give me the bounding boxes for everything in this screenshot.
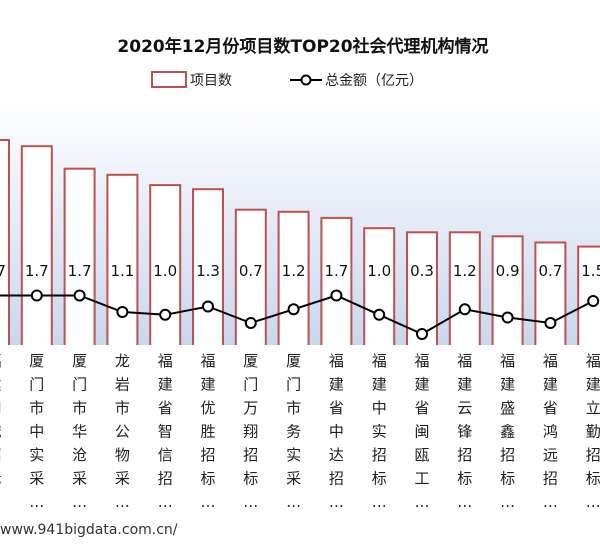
category-label: 福建省智信招… [158, 352, 173, 511]
data-label: 0.7 [538, 262, 562, 280]
bar [63, 167, 96, 345]
category-label: 龙岩市公物采… [115, 352, 130, 511]
data-label: 0.7 [239, 262, 263, 280]
line-point [501, 311, 514, 324]
line-point [587, 295, 600, 307]
data-label: 1.2 [453, 262, 477, 280]
line-point [458, 303, 471, 316]
legend-bar-swatch [151, 71, 187, 88]
category-label: 厦门万翔招标… [243, 352, 258, 511]
source-url: www.941bigdata.com.cn/ [0, 522, 178, 538]
category-label: 厦门市华沧采… [72, 352, 87, 511]
data-label: 0.3 [410, 262, 434, 280]
category-label: 福建省中达招… [329, 352, 344, 511]
category-label: 福建省鸿远招… [543, 352, 558, 511]
legend-bar-label: 项目数 [190, 73, 232, 89]
data-label: 1.1 [110, 262, 134, 280]
data-label: 1.7 [25, 262, 49, 280]
line-point [244, 317, 257, 329]
data-label: 0.9 [496, 262, 520, 280]
line-point [330, 289, 343, 302]
line-layer [0, 289, 600, 340]
category-label: 厦门市中实采… [29, 352, 44, 511]
bar [320, 216, 353, 345]
bar [0, 139, 10, 345]
line-point [416, 328, 428, 340]
data-label: 1.7 [0, 262, 6, 280]
bar [20, 145, 53, 345]
data-label: 1.7 [324, 262, 348, 280]
category-label: 福建优胜招标… [200, 352, 215, 511]
bar [448, 231, 481, 345]
line-point [373, 308, 386, 321]
category-label: 福建立勤招标… [586, 352, 600, 511]
category-label: 福建闽诚招标… [0, 352, 2, 511]
data-label: 1.0 [153, 262, 177, 280]
data-label: 1.3 [196, 262, 220, 280]
category-label: 福建盛鑫招标… [500, 352, 515, 511]
bar [363, 227, 396, 345]
bar [406, 231, 438, 345]
value-labels-layer: 1.7 1.7 1.7 1.1 1.0 1.3 0.7 1.2 1.7 1.0 0.3 1.2 0.9 0… [0, 262, 600, 280]
legend-line-marker [300, 74, 312, 86]
bar [277, 210, 310, 345]
line-point [287, 303, 300, 316]
chart-title: 2020年12月份项目数TOP20社会代理机构情况 [117, 36, 488, 57]
category-label: 福建云锋招标… [457, 352, 472, 511]
legend-line-label: 总金额（亿元） [325, 73, 423, 89]
legend: 项目数 总金额（亿元） [151, 71, 423, 89]
category-label: 厦门市务实采… [286, 352, 301, 511]
bars-layer [0, 139, 600, 345]
data-label: 1.7 [68, 262, 92, 280]
category-label: 福建中实招标… [372, 352, 387, 511]
bar [192, 188, 224, 345]
bar [491, 235, 524, 345]
line-point [544, 317, 557, 329]
line-point [116, 306, 129, 318]
bar [577, 245, 600, 345]
bar [534, 241, 567, 345]
line-point [202, 300, 214, 313]
category-labels-layer: 福建闽诚招标… 厦门市中实采… 厦门市华沧采… 龙岩市公物采… 福建省智信招… 福建优胜招… [0, 352, 600, 511]
line-point [30, 289, 43, 302]
data-label: 1.5 [581, 262, 600, 280]
line-point [73, 289, 86, 302]
line-point [159, 308, 172, 321]
category-label: 福建省闽瓯工… [414, 352, 429, 511]
data-label: 1.2 [282, 262, 306, 280]
data-label: 1.0 [367, 262, 391, 280]
